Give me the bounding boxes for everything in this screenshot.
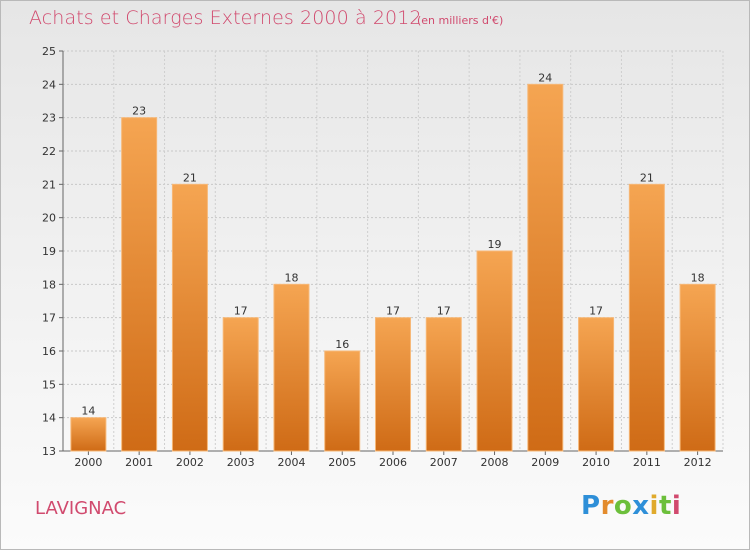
x-tick-label: 2001	[125, 456, 153, 469]
y-tick-label: 19	[42, 245, 56, 258]
x-tick-label: 2005	[328, 456, 356, 469]
x-tick-label: 2009	[531, 456, 559, 469]
value-label: 17	[437, 305, 451, 318]
value-label: 18	[691, 271, 705, 284]
bar	[476, 250, 513, 452]
x-tick-label: 2008	[481, 456, 509, 469]
value-label: 21	[183, 171, 197, 184]
bar	[171, 183, 208, 452]
value-label: 19	[488, 238, 502, 251]
proxiti-logo[interactable]: Proxiti	[581, 491, 682, 521]
bar	[222, 317, 259, 452]
x-tick-label: 2006	[379, 456, 407, 469]
value-label: 24	[538, 71, 552, 84]
value-label: 17	[386, 305, 400, 318]
bar	[679, 283, 716, 452]
bar	[628, 183, 665, 452]
value-label: 17	[234, 305, 248, 318]
y-tick-label: 17	[42, 312, 56, 325]
y-tick-label: 23	[42, 112, 56, 125]
value-labels: 14 23 21 17 18 16 17 17 19 24 17 21 18	[81, 71, 704, 417]
x-tick-label: 2010	[582, 456, 610, 469]
bar	[324, 350, 361, 452]
value-label: 18	[284, 271, 298, 284]
tick-labels: 13 14 15 16 17 18 19 20 21 22 23 24 25 2000 2001 2002 20…	[42, 45, 712, 469]
x-tick-label: 2011	[633, 456, 661, 469]
value-label: 23	[132, 105, 146, 118]
y-tick-label: 13	[42, 445, 56, 458]
bars	[70, 83, 716, 452]
x-tick-label: 2012	[684, 456, 712, 469]
value-label: 14	[81, 405, 95, 418]
y-tick-label: 25	[42, 45, 56, 58]
y-tick-label: 22	[42, 145, 56, 158]
y-tick-label: 16	[42, 345, 56, 358]
x-tick-label: 2007	[430, 456, 458, 469]
y-tick-label: 21	[42, 178, 56, 191]
city-label: LAVIGNAC	[35, 498, 127, 519]
bar	[70, 417, 107, 452]
value-label: 16	[335, 338, 349, 351]
bar	[527, 83, 564, 452]
bar	[121, 117, 158, 452]
y-tick-label: 15	[42, 378, 56, 391]
bar	[375, 317, 411, 452]
bar	[273, 283, 310, 452]
value-label: 21	[640, 171, 654, 184]
bar	[425, 317, 462, 452]
y-tick-label: 20	[42, 212, 56, 225]
x-tick-label: 2004	[277, 456, 305, 469]
y-tick-label: 14	[42, 412, 56, 425]
chart-title: Achats et Charges Externes 2000 à 2012	[29, 7, 422, 29]
value-label: 17	[589, 305, 603, 318]
x-tick-label: 2003	[227, 456, 255, 469]
y-tick-label: 18	[42, 278, 56, 291]
bar	[578, 317, 615, 452]
chart-subtitle: (en milliers d'€)	[417, 14, 504, 27]
x-tick-label: 2002	[176, 456, 204, 469]
x-tick-label: 2000	[74, 456, 102, 469]
y-tick-label: 24	[42, 78, 56, 91]
